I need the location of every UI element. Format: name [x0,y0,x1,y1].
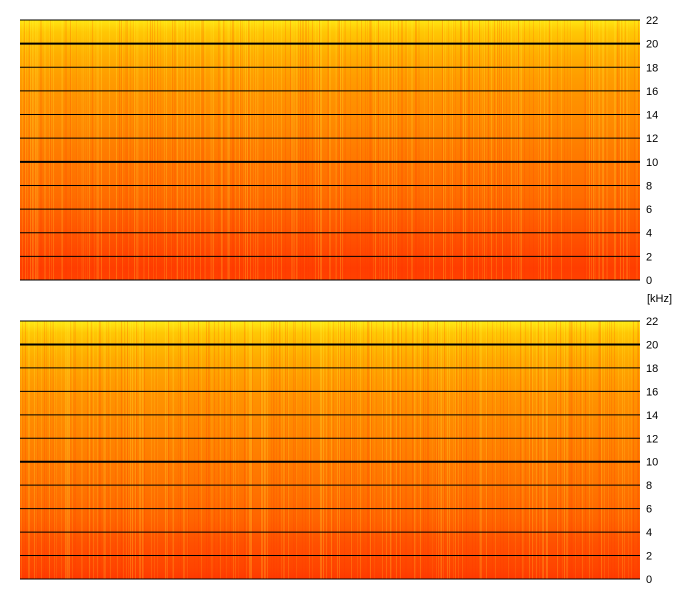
y-tick-label-2: 2 [646,551,652,563]
time-streaks [22,20,639,280]
y-tick-label-10: 10 [646,457,658,469]
y-tick-label-6: 6 [646,504,652,516]
spectrogram-panel-bottom: 0 2 4 6 8 10 12 14 16 18 20 22 [20,316,658,586]
y-tick-label-16: 16 [646,86,658,98]
y-tick-label-6: 6 [646,204,652,216]
y-tick-label-4: 4 [646,527,652,539]
y-tick-label-8: 8 [646,480,652,492]
y-tick-label-22: 22 [646,15,658,27]
y-tick-label-12: 12 [646,433,658,445]
y-tick-label-20: 20 [646,339,658,351]
spectrogram-fill [20,321,640,579]
y-tick-label-8: 8 [646,180,652,192]
y-tick-label-0: 0 [646,275,652,287]
y-tick-label-22: 22 [646,316,658,328]
y-tick-label-18: 18 [646,62,658,74]
y-tick-label-18: 18 [646,363,658,375]
y-tick-label-2: 2 [646,251,652,263]
y-tick-label-16: 16 [646,386,658,398]
time-streaks [21,321,639,579]
y-tick-label-0: 0 [646,574,652,586]
spectrogram-panel-top: 0 2 4 6 8 10 12 14 16 18 20 22 [20,15,658,287]
y-tick-label-12: 12 [646,133,658,145]
spectrogram-fill [20,20,640,280]
y-tick-label-20: 20 [646,39,658,51]
y-tick-label-4: 4 [646,228,652,240]
y-tick-label-10: 10 [646,157,658,169]
unit-label: [kHz] [647,293,672,305]
y-tick-label-14: 14 [646,410,658,422]
y-tick-label-14: 14 [646,110,658,122]
